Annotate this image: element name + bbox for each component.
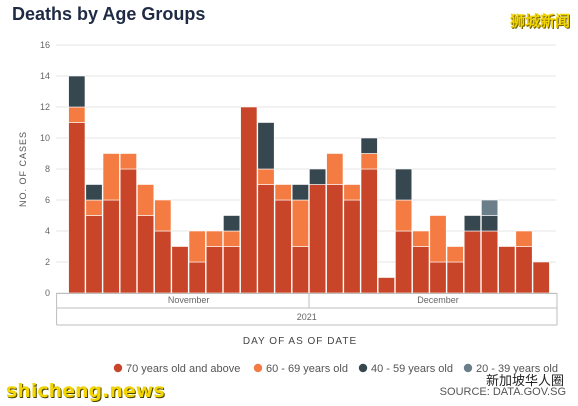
bar-segment xyxy=(188,230,206,263)
legend-marker xyxy=(463,363,473,373)
legend-marker xyxy=(113,363,123,373)
chart-title: Deaths by Age Groups xyxy=(12,4,206,24)
y-tick-label: 2 xyxy=(45,257,50,267)
y-tick-label: 16 xyxy=(40,40,50,50)
bar-segment xyxy=(223,246,241,294)
bar-segment xyxy=(188,261,206,294)
bar-segment xyxy=(498,246,516,294)
bar-segment xyxy=(481,230,499,294)
bar-segment xyxy=(223,230,241,247)
bar-segment xyxy=(85,215,103,294)
bar-segment xyxy=(360,153,378,170)
bar-segment xyxy=(85,184,103,201)
bar-segment xyxy=(532,261,550,294)
bar-segment xyxy=(257,168,275,185)
legend-marker xyxy=(358,363,368,373)
legend-label: 70 years old and above xyxy=(126,363,240,375)
bar-segment xyxy=(171,246,189,294)
bar-segment xyxy=(463,215,481,232)
watermark-bottom-right: 新加坡华人圈 xyxy=(485,374,564,389)
bar-segment xyxy=(395,230,413,294)
y-tick-label: 6 xyxy=(45,195,50,205)
bar-segment xyxy=(429,215,447,263)
bar-segment xyxy=(257,184,275,294)
bar-segment xyxy=(463,230,481,294)
bar-segment xyxy=(309,168,327,185)
legend-marker xyxy=(253,363,263,373)
bar-segment xyxy=(102,153,120,201)
y-tick-label: 10 xyxy=(40,133,50,143)
bar-segment xyxy=(223,215,241,232)
y-axis-title: NO. OF CASES xyxy=(18,131,28,207)
bar-segment xyxy=(205,246,223,294)
bar-segment xyxy=(343,184,361,201)
bar-segment xyxy=(154,199,172,232)
bar-segment xyxy=(68,122,86,294)
watermark-bottom-left: shicheng.news xyxy=(6,380,165,402)
x-month-label: November xyxy=(168,295,210,305)
legend-label: 60 - 69 years old xyxy=(266,363,348,375)
bar-segment xyxy=(481,215,499,232)
bar-segment xyxy=(481,199,499,216)
y-tick-label: 14 xyxy=(40,71,50,81)
bar-segment xyxy=(309,184,327,294)
bar-segment xyxy=(395,199,413,232)
bar-segment xyxy=(446,261,464,294)
bar-segment xyxy=(205,230,223,247)
legend-label: 20 - 39 years old xyxy=(476,363,558,375)
bar-segment xyxy=(102,199,120,294)
bar-segment xyxy=(360,168,378,294)
y-tick-label: 0 xyxy=(45,288,50,298)
bar-segment xyxy=(274,184,292,201)
bar-segment xyxy=(326,184,344,294)
bar-segment xyxy=(515,246,533,294)
y-tick-label: 12 xyxy=(40,102,50,112)
bar-segment xyxy=(412,246,430,294)
bar-segment xyxy=(119,153,137,170)
bar-segment xyxy=(429,261,447,294)
bar-segment xyxy=(85,199,103,216)
x-year-label: 2021 xyxy=(297,312,317,322)
bar-segment xyxy=(515,230,533,247)
bar-segment xyxy=(240,106,258,294)
bar-segment xyxy=(68,106,86,123)
watermark-top-right: 狮城新闻 xyxy=(509,12,570,30)
legend-label: 40 - 59 years old xyxy=(371,363,453,375)
source-label: SOURCE: DATA.GOV.SG xyxy=(439,386,566,398)
bar-segment xyxy=(291,184,309,201)
bar-segment xyxy=(119,168,137,294)
bar-segment xyxy=(137,184,155,216)
bar-segment xyxy=(412,230,430,247)
bar-segment xyxy=(291,199,309,247)
bar-segment xyxy=(137,215,155,294)
bar-segment xyxy=(274,199,292,294)
bar-segment xyxy=(395,168,413,201)
bar-segment xyxy=(154,230,172,294)
bar-segment xyxy=(68,75,86,108)
bar-segment xyxy=(446,246,464,263)
bar-segment xyxy=(360,137,378,154)
y-tick-label: 8 xyxy=(45,164,50,174)
bar-segment xyxy=(343,199,361,294)
bar-segment xyxy=(377,277,395,294)
bar-segment xyxy=(257,122,275,170)
y-tick-label: 4 xyxy=(45,226,50,236)
x-month-label: December xyxy=(417,295,459,305)
x-axis-title: DAY OF AS OF DATE xyxy=(243,336,357,347)
bar-segment xyxy=(291,246,309,294)
bar-segment xyxy=(326,153,344,185)
